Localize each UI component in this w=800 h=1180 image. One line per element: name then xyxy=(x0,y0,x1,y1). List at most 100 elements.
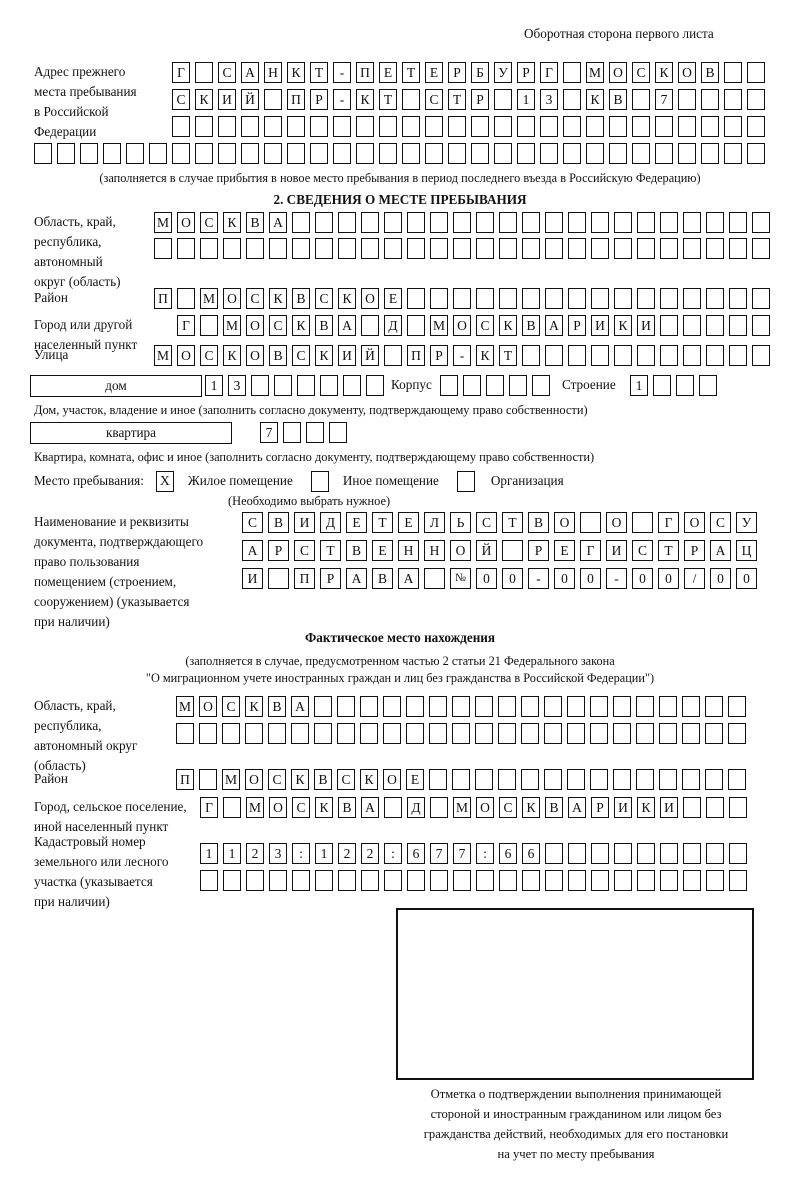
char-cell[interactable] xyxy=(655,143,673,164)
char-cell[interactable]: К xyxy=(637,797,655,818)
char-cell[interactable] xyxy=(430,238,448,259)
char-cell[interactable]: 1 xyxy=(223,843,241,864)
char-cell[interactable] xyxy=(440,375,458,396)
char-cell[interactable]: Е xyxy=(398,512,419,533)
char-cell[interactable]: М xyxy=(200,288,218,309)
stroenie-cells[interactable]: 1 xyxy=(630,375,722,396)
char-cell[interactable] xyxy=(544,723,562,744)
char-cell[interactable] xyxy=(268,723,286,744)
prev-address-row-4[interactable] xyxy=(34,143,770,164)
char-cell[interactable] xyxy=(724,143,742,164)
char-cell[interactable] xyxy=(683,843,701,864)
char-cell[interactable] xyxy=(729,238,747,259)
char-cell[interactable]: О xyxy=(450,540,471,561)
char-cell[interactable] xyxy=(274,375,292,396)
char-cell[interactable]: А xyxy=(545,315,563,336)
char-cell[interactable]: А xyxy=(710,540,731,561)
char-cell[interactable] xyxy=(590,723,608,744)
char-cell[interactable]: 1 xyxy=(315,843,333,864)
char-cell[interactable] xyxy=(545,212,563,233)
char-cell[interactable]: С xyxy=(710,512,731,533)
char-cell[interactable] xyxy=(172,143,190,164)
char-cell[interactable] xyxy=(613,696,631,717)
char-cell[interactable] xyxy=(545,288,563,309)
char-cell[interactable] xyxy=(659,696,677,717)
char-cell[interactable]: И xyxy=(614,797,632,818)
char-cell[interactable] xyxy=(636,696,654,717)
char-cell[interactable] xyxy=(499,212,517,233)
char-cell[interactable] xyxy=(177,238,195,259)
char-cell[interactable]: 0 xyxy=(502,568,523,589)
char-cell[interactable] xyxy=(429,723,447,744)
char-cell[interactable]: С xyxy=(632,540,653,561)
char-cell[interactable]: 1 xyxy=(630,375,648,396)
char-cell[interactable] xyxy=(586,143,604,164)
char-cell[interactable]: Т xyxy=(320,540,341,561)
char-cell[interactable]: К xyxy=(614,315,632,336)
char-cell[interactable]: Й xyxy=(241,89,259,110)
char-cell[interactable]: 1 xyxy=(205,375,223,396)
char-cell[interactable] xyxy=(728,723,746,744)
char-cell[interactable]: № xyxy=(450,568,471,589)
stamp-box[interactable] xyxy=(396,908,754,1080)
char-cell[interactable] xyxy=(384,345,402,366)
char-cell[interactable] xyxy=(544,769,562,790)
char-cell[interactable] xyxy=(637,212,655,233)
char-cell[interactable] xyxy=(407,870,425,891)
char-cell[interactable] xyxy=(614,212,632,233)
char-cell[interactable]: О xyxy=(245,769,263,790)
char-cell[interactable]: И xyxy=(606,540,627,561)
char-cell[interactable]: К xyxy=(356,89,374,110)
char-cell[interactable] xyxy=(200,870,218,891)
char-cell[interactable]: А xyxy=(242,540,263,561)
char-cell[interactable] xyxy=(580,512,601,533)
char-cell[interactable] xyxy=(361,315,379,336)
char-cell[interactable] xyxy=(149,143,167,164)
char-cell[interactable] xyxy=(637,345,655,366)
char-cell[interactable] xyxy=(660,843,678,864)
char-cell[interactable]: С xyxy=(292,345,310,366)
char-cell[interactable]: К xyxy=(522,797,540,818)
char-cell[interactable]: 7 xyxy=(260,422,278,443)
char-cell[interactable]: Р xyxy=(568,315,586,336)
char-cell[interactable]: 0 xyxy=(554,568,575,589)
char-cell[interactable]: 2 xyxy=(361,843,379,864)
char-cell[interactable] xyxy=(591,870,609,891)
char-cell[interactable] xyxy=(701,116,719,137)
char-cell[interactable]: Г xyxy=(658,512,679,533)
char-cell[interactable]: Г xyxy=(172,62,190,83)
char-cell[interactable]: В xyxy=(269,345,287,366)
char-cell[interactable]: В xyxy=(315,315,333,336)
char-cell[interactable] xyxy=(476,212,494,233)
prev-address-row-3[interactable] xyxy=(172,116,770,137)
char-cell[interactable]: О xyxy=(554,512,575,533)
char-cell[interactable]: Т xyxy=(658,540,679,561)
char-cell[interactable]: : xyxy=(292,843,310,864)
char-cell[interactable]: С xyxy=(269,315,287,336)
char-cell[interactable] xyxy=(269,238,287,259)
char-cell[interactable] xyxy=(476,238,494,259)
char-cell[interactable]: П xyxy=(294,568,315,589)
char-cell[interactable] xyxy=(563,116,581,137)
char-cell[interactable] xyxy=(177,288,195,309)
char-cell[interactable]: Р xyxy=(471,89,489,110)
char-cell[interactable]: Е xyxy=(379,62,397,83)
char-cell[interactable] xyxy=(320,375,338,396)
char-cell[interactable]: Р xyxy=(310,89,328,110)
char-cell[interactable]: Е xyxy=(406,769,424,790)
char-cell[interactable] xyxy=(724,116,742,137)
char-cell[interactable]: В xyxy=(528,512,549,533)
char-cell[interactable]: С xyxy=(200,345,218,366)
char-cell[interactable]: К xyxy=(586,89,604,110)
char-cell[interactable]: 0 xyxy=(580,568,601,589)
char-cell[interactable] xyxy=(614,843,632,864)
char-cell[interactable]: Р xyxy=(320,568,341,589)
char-cell[interactable]: И xyxy=(338,345,356,366)
char-cell[interactable]: П xyxy=(287,89,305,110)
char-cell[interactable] xyxy=(329,422,347,443)
char-cell[interactable]: О xyxy=(177,345,195,366)
char-cell[interactable]: Т xyxy=(402,62,420,83)
char-cell[interactable] xyxy=(223,238,241,259)
char-cell[interactable] xyxy=(637,238,655,259)
